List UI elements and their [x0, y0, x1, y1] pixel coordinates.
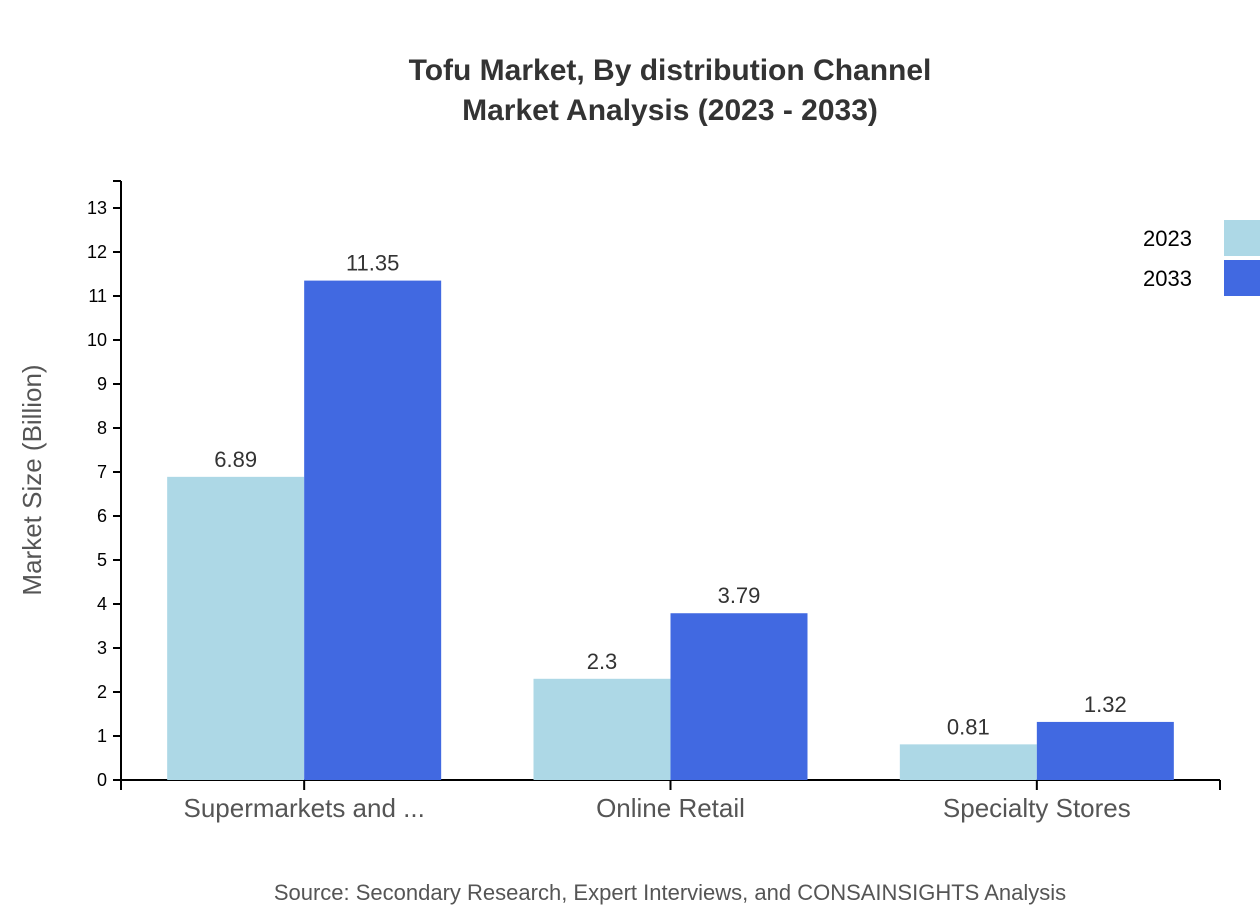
x-tick-label: Online Retail — [596, 793, 745, 823]
chart-title: Tofu Market, By distribution Channel — [409, 54, 932, 87]
bar-2023 — [167, 476, 305, 780]
data-label: 0.81 — [947, 714, 990, 739]
y-tick-label: 9 — [97, 374, 107, 394]
source-note: Source: Secondary Research, Expert Inter… — [274, 880, 1066, 905]
y-tick-label: 5 — [97, 550, 107, 570]
chart-subtitle: Market Analysis (2023 - 2033) — [462, 94, 878, 127]
x-tick-label: Supermarkets and ... — [183, 793, 424, 823]
y-tick-label: 4 — [97, 594, 107, 614]
data-label: 11.35 — [346, 251, 399, 276]
y-tick-label: 6 — [97, 506, 107, 526]
x-tick-label: Specialty Stores — [943, 793, 1131, 823]
bar-2033 — [1036, 721, 1174, 780]
y-tick-label: 11 — [88, 286, 107, 306]
y-tick-label: 0 — [97, 770, 107, 790]
y-tick-label: 1 — [97, 726, 107, 746]
bar-2033 — [670, 613, 808, 780]
y-tick-label: 12 — [87, 242, 107, 262]
y-tick-label: 3 — [97, 638, 107, 658]
data-label: 6.89 — [214, 447, 257, 472]
y-tick-label: 8 — [97, 418, 107, 438]
data-label: 1.32 — [1084, 692, 1127, 717]
legend-swatch — [1224, 260, 1260, 296]
y-axis-label: Market Size (Billion) — [17, 364, 47, 595]
legend-swatch — [1224, 220, 1260, 256]
bar-2023 — [899, 744, 1037, 780]
legend-label: 2033 — [1143, 266, 1192, 291]
data-label: 3.79 — [718, 583, 761, 608]
y-tick-label: 7 — [97, 462, 107, 482]
y-tick-label: 13 — [87, 198, 107, 218]
legend-label: 2023 — [1143, 226, 1192, 251]
bar-2033 — [304, 280, 442, 780]
bar-2023 — [533, 678, 671, 780]
y-tick-label: 10 — [87, 330, 107, 350]
y-tick-label: 2 — [97, 682, 107, 702]
data-label: 2.3 — [587, 649, 618, 674]
